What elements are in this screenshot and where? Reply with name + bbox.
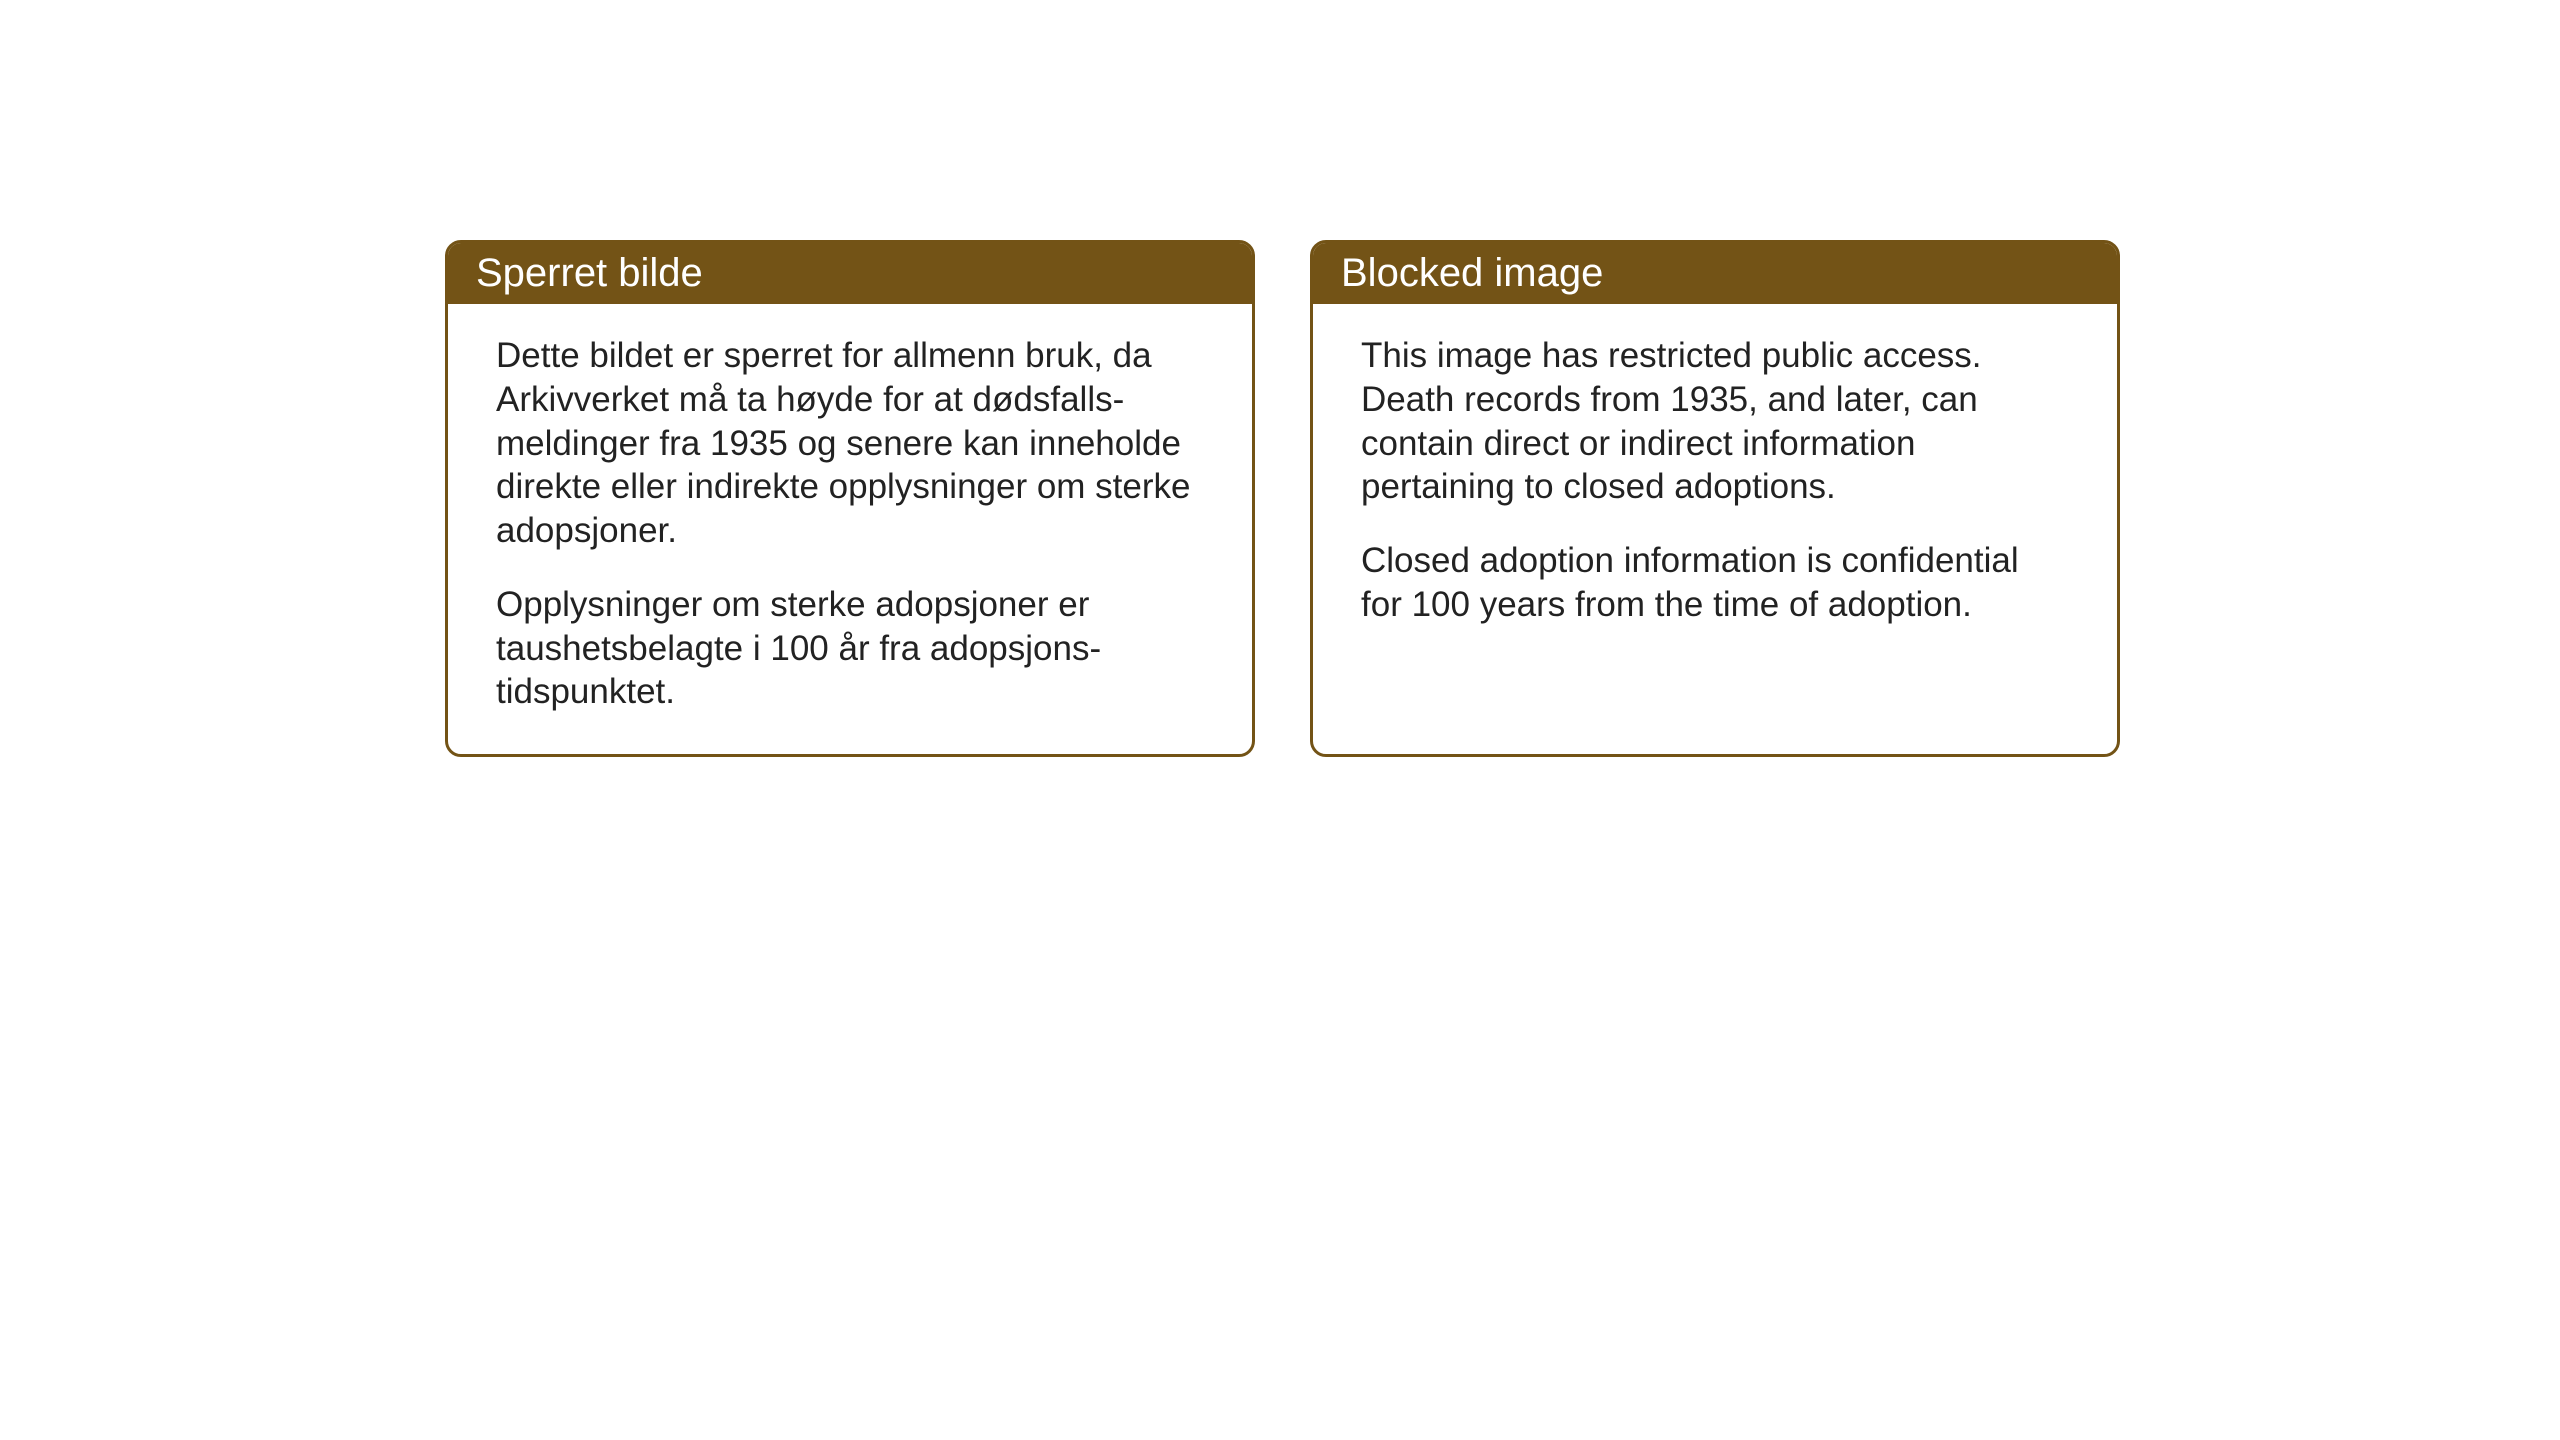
english-paragraph-2: Closed adoption information is confident… bbox=[1361, 539, 2069, 627]
norwegian-card-body: Dette bildet er sperret for allmenn bruk… bbox=[448, 304, 1252, 754]
english-paragraph-1: This image has restricted public access.… bbox=[1361, 334, 2069, 509]
notice-cards-container: Sperret bilde Dette bildet er sperret fo… bbox=[445, 240, 2120, 757]
norwegian-paragraph-2: Opplysninger om sterke adopsjoner er tau… bbox=[496, 583, 1204, 714]
english-notice-card: Blocked image This image has restricted … bbox=[1310, 240, 2120, 757]
english-card-body: This image has restricted public access.… bbox=[1313, 304, 2117, 717]
norwegian-card-title: Sperret bilde bbox=[448, 243, 1252, 304]
norwegian-notice-card: Sperret bilde Dette bildet er sperret fo… bbox=[445, 240, 1255, 757]
english-card-title: Blocked image bbox=[1313, 243, 2117, 304]
norwegian-paragraph-1: Dette bildet er sperret for allmenn bruk… bbox=[496, 334, 1204, 553]
